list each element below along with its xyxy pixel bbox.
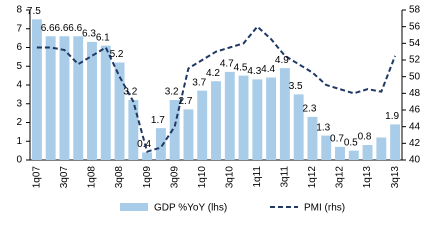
legend-label: GDP %YoY (lhs): [154, 203, 227, 214]
bar: [335, 146, 345, 160]
bar: [100, 45, 111, 160]
bar: [252, 79, 263, 160]
x-tick-label: 1q10: [197, 166, 208, 189]
x-tick-label: 3q11: [280, 166, 291, 188]
y-tick-label: 7: [16, 23, 22, 34]
bar: [238, 75, 249, 160]
data-label: 6.3: [82, 29, 96, 40]
bar: [59, 36, 70, 160]
data-label: 4.2: [206, 68, 220, 79]
x-tick-label: 1q11: [252, 166, 263, 188]
x-tick-label: 1q08: [87, 166, 98, 189]
data-label: 2.7: [178, 96, 192, 107]
y-tick-label: 4: [16, 80, 22, 91]
x-tick-label: 1q09: [142, 166, 153, 189]
bar: [197, 90, 208, 160]
data-label: 6.6: [41, 23, 55, 34]
data-label: 4.4: [261, 64, 275, 75]
y-tick-label: 1: [16, 136, 22, 147]
y-tick-label: 6: [16, 42, 22, 53]
data-label: 6.1: [96, 32, 110, 43]
data-label: 0.7: [330, 134, 344, 145]
bar: [348, 150, 359, 160]
bar: [31, 19, 42, 160]
x-tick-label: 3q07: [59, 166, 70, 189]
bar: [114, 62, 125, 160]
bar: [307, 116, 318, 160]
data-label: 3.7: [192, 77, 206, 88]
pmi-line: [36, 25, 397, 153]
data-label: 6.6: [54, 23, 68, 34]
y-tick-label: 3: [16, 98, 22, 109]
x-tick-label: 1q07: [32, 166, 43, 189]
y2-tick-label: 50: [409, 71, 421, 82]
data-label: 0.4: [137, 139, 151, 150]
legend-label: PMI (rhs): [304, 203, 345, 214]
bar: [224, 71, 235, 160]
x-tick-label: 3q10: [224, 166, 235, 189]
y-tick-label: 0: [16, 155, 22, 166]
data-label: 1.9: [385, 111, 399, 122]
y-tick-label: 5: [16, 61, 22, 72]
data-label: 0.5: [344, 137, 358, 148]
x-tick-label: 3q09: [169, 166, 180, 189]
data-label: 6.6: [68, 23, 82, 34]
x-tick-label: 3q13: [390, 166, 401, 189]
bar: [128, 100, 139, 160]
y2-tick-label: 56: [409, 21, 421, 32]
data-label: 0.8: [358, 132, 372, 143]
data-label: 4.7: [220, 59, 234, 70]
bar: [45, 36, 56, 160]
x-tick-label: 3q12: [335, 166, 346, 189]
bar: [362, 145, 373, 160]
data-label: 1.7: [151, 115, 165, 126]
y2-tick-label: 52: [409, 55, 421, 66]
bar: [279, 68, 290, 160]
bar: [142, 152, 153, 160]
data-label: 5.2: [110, 49, 124, 60]
y2-tick-label: 44: [409, 121, 421, 132]
y2-tick-label: 58: [409, 5, 421, 16]
bar: [376, 137, 387, 160]
bar: [211, 81, 221, 160]
bar: [266, 77, 277, 160]
bar: [293, 94, 304, 160]
data-label: 3.2: [165, 87, 179, 98]
bar: [87, 41, 97, 160]
legend-swatch: [120, 203, 148, 211]
data-label: 3.2: [123, 87, 137, 98]
bar: [169, 100, 180, 160]
bar: [390, 124, 401, 160]
y-tick-label: 2: [16, 117, 22, 128]
data-label: 7.5: [27, 6, 41, 17]
bar: [155, 128, 166, 160]
bar: [73, 36, 84, 160]
y2-tick-label: 54: [409, 38, 421, 49]
data-label: 3.5: [289, 81, 303, 92]
y2-tick-label: 48: [409, 88, 421, 99]
y2-tick-label: 40: [409, 155, 421, 166]
data-label: 4.5: [234, 62, 248, 73]
x-tick-label: 1q12: [307, 166, 318, 189]
y2-tick-label: 42: [409, 138, 421, 149]
y-tick-label: 8: [16, 5, 22, 16]
data-label: 1.3: [316, 122, 330, 133]
x-tick-label: 3q08: [114, 166, 125, 189]
x-tick-label: 1q13: [362, 166, 373, 189]
data-label: 2.3: [302, 104, 316, 115]
bar: [183, 109, 194, 160]
data-label: 4.3: [247, 66, 261, 77]
bar: [321, 135, 332, 160]
y2-tick-label: 46: [409, 105, 421, 116]
data-label: 4.9: [275, 55, 289, 66]
